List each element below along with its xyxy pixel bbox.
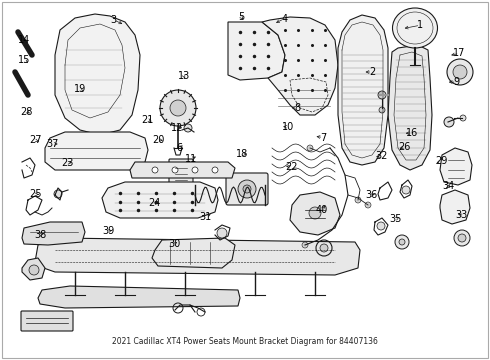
Circle shape (444, 117, 454, 127)
Polygon shape (338, 15, 388, 165)
Text: 38: 38 (34, 230, 46, 240)
Text: 21: 21 (141, 114, 153, 125)
Text: 1: 1 (417, 20, 423, 30)
Text: 22: 22 (285, 162, 297, 172)
Circle shape (160, 90, 196, 126)
Circle shape (377, 222, 385, 230)
Circle shape (152, 167, 158, 173)
Polygon shape (22, 222, 85, 245)
Text: 28: 28 (20, 107, 33, 117)
Text: 36: 36 (366, 190, 378, 200)
Circle shape (447, 59, 473, 85)
Text: 23: 23 (61, 158, 74, 168)
Circle shape (29, 265, 39, 275)
Text: 29: 29 (435, 156, 447, 166)
Text: 6: 6 (176, 143, 182, 153)
Circle shape (307, 145, 313, 151)
Circle shape (170, 100, 186, 116)
Polygon shape (55, 14, 140, 135)
Text: 35: 35 (390, 214, 402, 224)
Circle shape (320, 244, 328, 252)
Text: 13: 13 (177, 71, 190, 81)
Text: 32: 32 (375, 150, 388, 161)
Text: 33: 33 (456, 210, 468, 220)
Polygon shape (290, 192, 340, 235)
Text: 18: 18 (236, 149, 248, 159)
Circle shape (54, 190, 62, 198)
Circle shape (172, 167, 178, 173)
Circle shape (399, 239, 405, 245)
Text: 19: 19 (74, 84, 86, 94)
Polygon shape (102, 182, 218, 218)
FancyBboxPatch shape (226, 173, 268, 205)
Circle shape (302, 242, 308, 248)
Text: 10: 10 (282, 122, 294, 132)
Text: 15: 15 (18, 55, 31, 66)
Text: 40: 40 (316, 204, 327, 215)
Text: 2021 Cadillac XT4 Power Seats Mount Bracket Diagram for 84407136: 2021 Cadillac XT4 Power Seats Mount Brac… (112, 337, 378, 346)
Circle shape (365, 202, 371, 208)
Polygon shape (388, 45, 432, 170)
Text: 14: 14 (19, 35, 30, 45)
Circle shape (212, 167, 218, 173)
Text: 37: 37 (47, 139, 59, 149)
Circle shape (402, 186, 410, 194)
Text: 16: 16 (406, 128, 417, 138)
Circle shape (238, 180, 256, 198)
Text: 34: 34 (443, 181, 455, 192)
Text: 8: 8 (294, 103, 300, 113)
Text: 27: 27 (29, 135, 42, 145)
Ellipse shape (392, 8, 438, 48)
Text: 11: 11 (185, 154, 197, 164)
Text: 7: 7 (320, 132, 326, 143)
Circle shape (192, 167, 198, 173)
Polygon shape (262, 17, 338, 115)
Text: 31: 31 (200, 212, 212, 222)
Circle shape (184, 124, 192, 132)
FancyBboxPatch shape (169, 159, 193, 193)
Circle shape (378, 91, 386, 99)
Circle shape (454, 230, 470, 246)
Polygon shape (38, 286, 240, 308)
Text: 24: 24 (148, 198, 161, 208)
Circle shape (458, 234, 466, 242)
Text: 4: 4 (281, 14, 287, 24)
Text: 3: 3 (111, 15, 117, 25)
Text: 39: 39 (103, 226, 115, 236)
Text: 9: 9 (454, 77, 460, 87)
Text: 2: 2 (369, 67, 375, 77)
Circle shape (453, 65, 467, 79)
Circle shape (243, 185, 251, 193)
Polygon shape (440, 148, 472, 185)
Circle shape (217, 228, 227, 238)
Circle shape (355, 197, 361, 203)
FancyBboxPatch shape (21, 311, 73, 331)
Polygon shape (35, 238, 360, 275)
Text: 20: 20 (152, 135, 165, 145)
Circle shape (460, 115, 466, 121)
Text: 26: 26 (398, 142, 411, 152)
Text: 17: 17 (453, 48, 466, 58)
Text: 5: 5 (238, 12, 244, 22)
Circle shape (379, 107, 385, 113)
Circle shape (309, 207, 321, 219)
Circle shape (395, 235, 409, 249)
Text: 12: 12 (171, 123, 184, 133)
Polygon shape (228, 22, 285, 80)
Polygon shape (130, 162, 235, 178)
Text: 30: 30 (169, 239, 180, 249)
Text: 25: 25 (29, 189, 42, 199)
Polygon shape (22, 258, 45, 280)
Polygon shape (152, 238, 235, 268)
Polygon shape (440, 190, 470, 224)
Polygon shape (45, 132, 148, 170)
